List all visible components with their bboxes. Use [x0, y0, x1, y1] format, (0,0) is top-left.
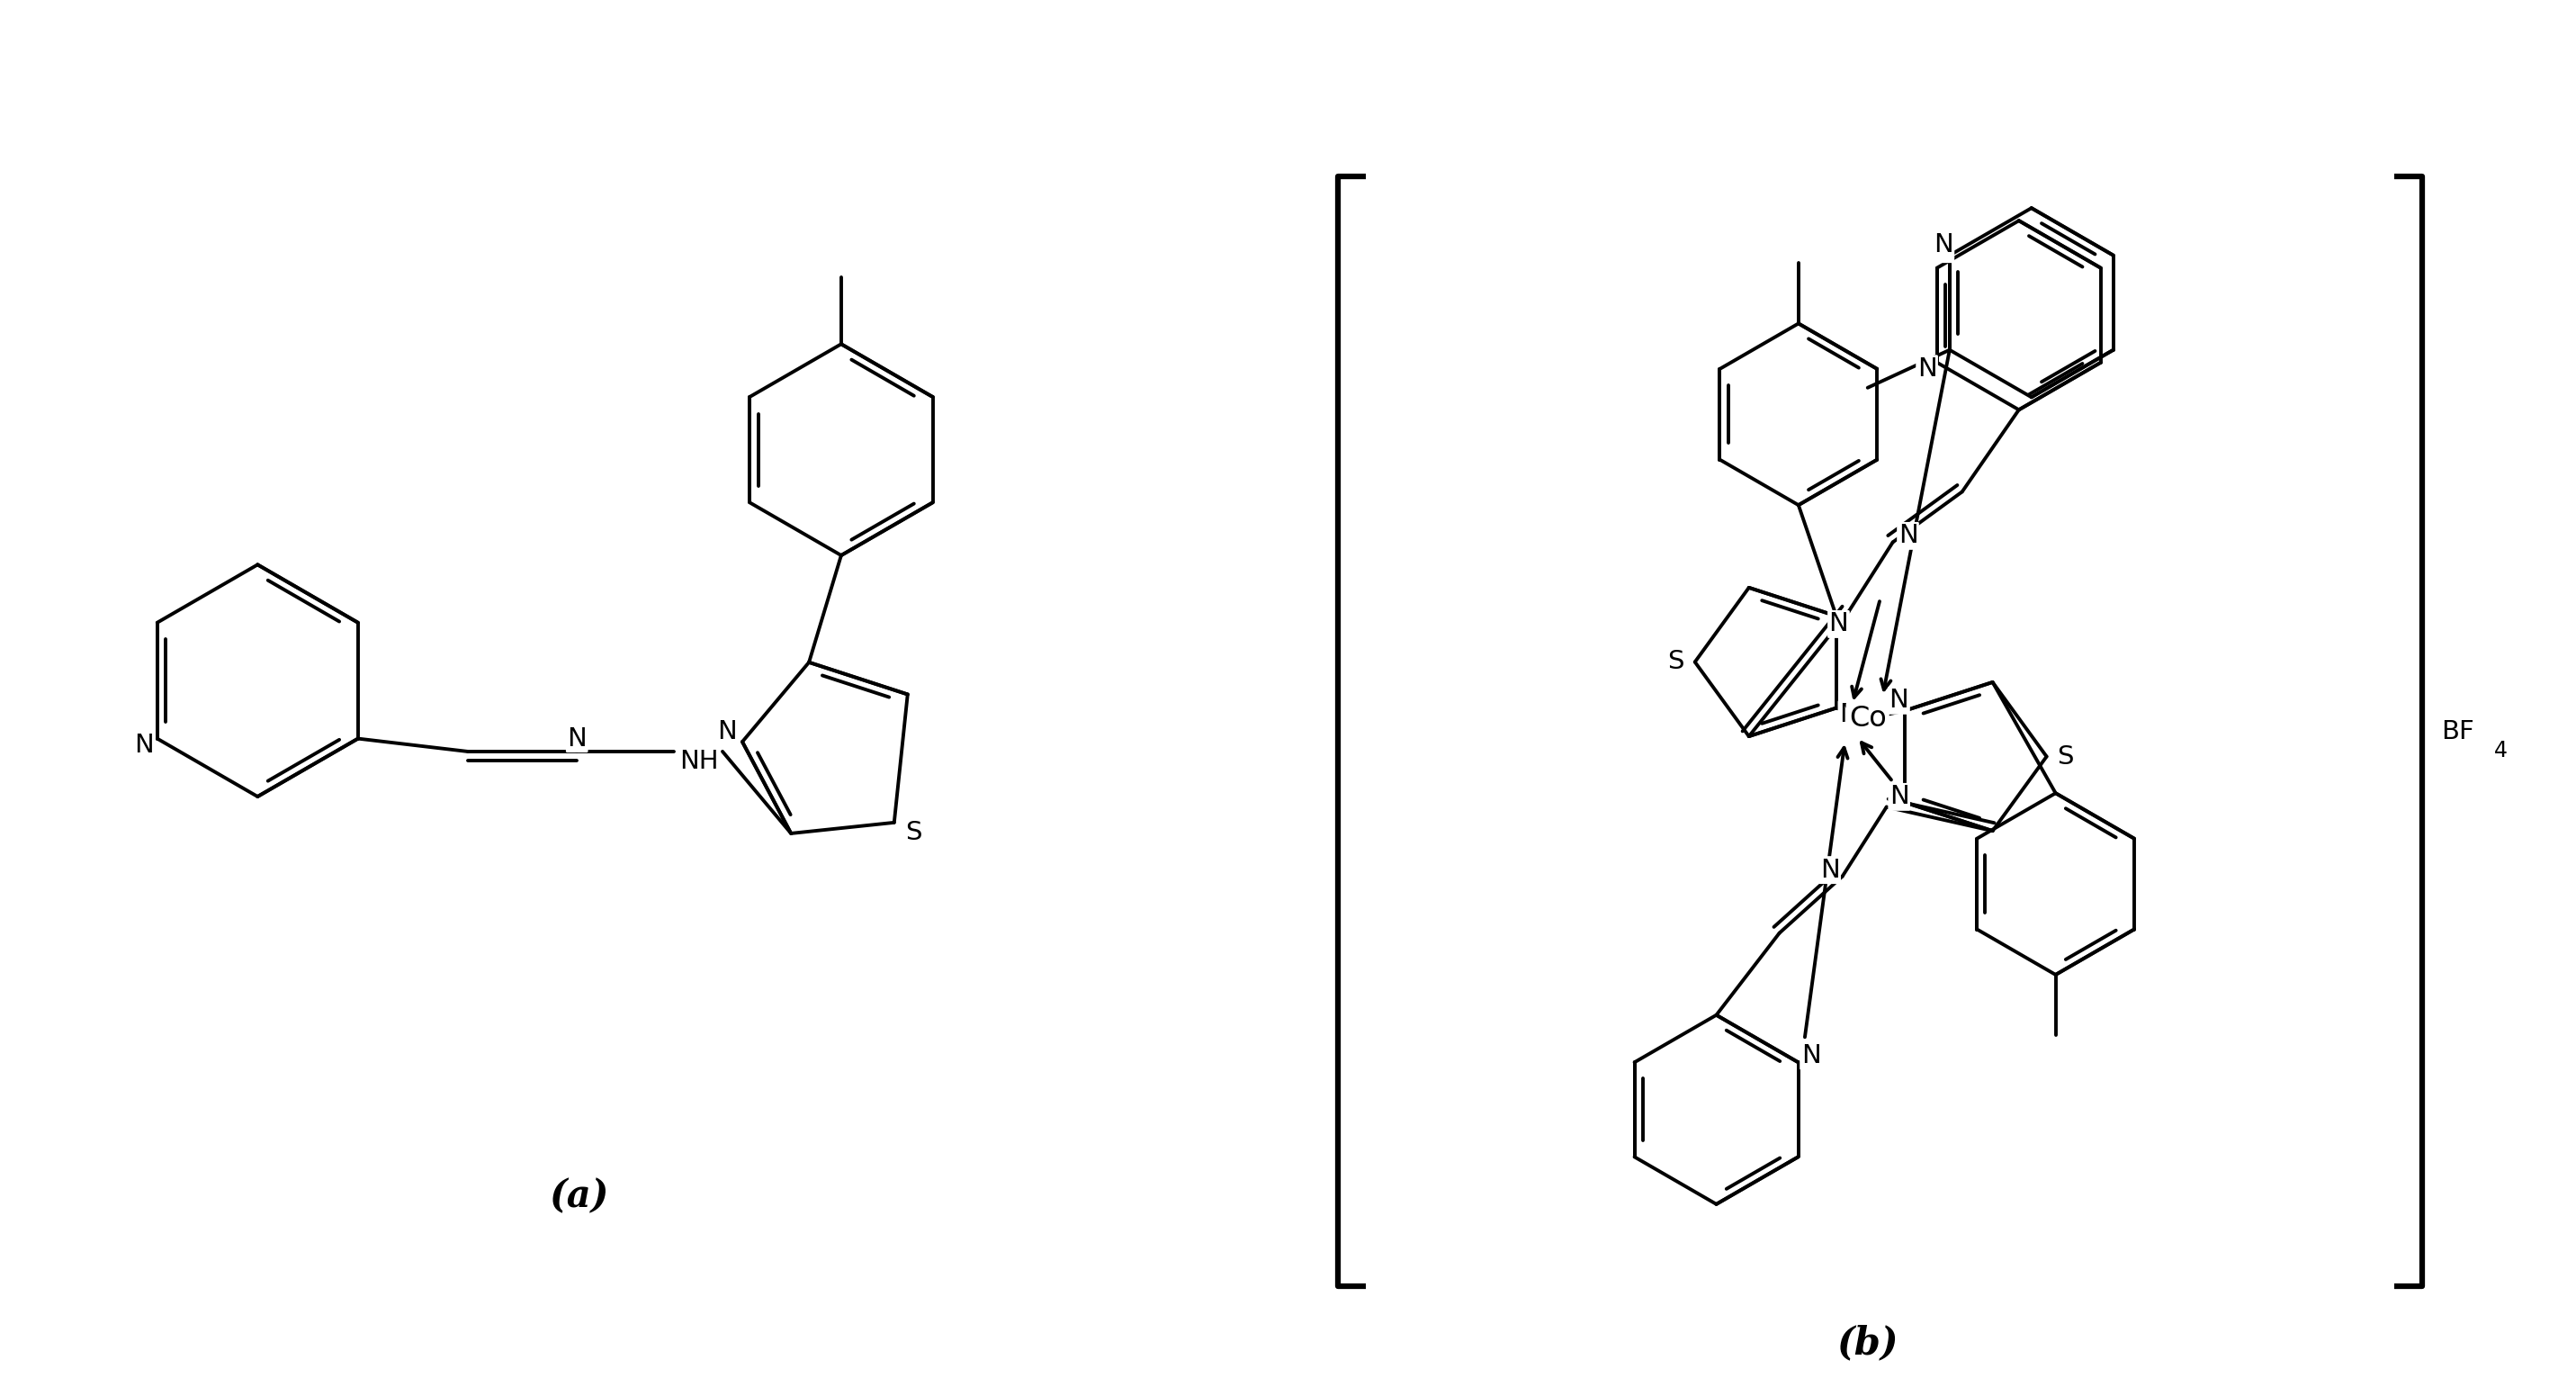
- Text: N: N: [1935, 236, 1953, 262]
- Text: N: N: [1829, 612, 1850, 637]
- Text: N: N: [1821, 857, 1839, 882]
- Text: (a): (a): [549, 1178, 611, 1215]
- Text: N: N: [1888, 784, 1909, 810]
- Text: (b): (b): [1837, 1325, 1899, 1362]
- Text: N: N: [1935, 233, 1953, 258]
- Text: NH: NH: [680, 749, 719, 774]
- Text: N: N: [716, 718, 737, 743]
- Text: N: N: [1917, 356, 1937, 381]
- Text: N: N: [567, 725, 587, 752]
- Text: BF: BF: [2442, 718, 2473, 743]
- Text: N: N: [134, 732, 155, 757]
- Text: Co: Co: [1850, 705, 1886, 732]
- Text: N: N: [1899, 523, 1917, 548]
- Text: N: N: [1839, 702, 1860, 727]
- Text: N: N: [1801, 1043, 1821, 1068]
- Text: S: S: [904, 820, 922, 846]
- Text: S: S: [2058, 743, 2074, 770]
- Text: S: S: [1667, 649, 1685, 674]
- Text: 4: 4: [2494, 739, 2506, 761]
- Text: N: N: [1888, 688, 1909, 713]
